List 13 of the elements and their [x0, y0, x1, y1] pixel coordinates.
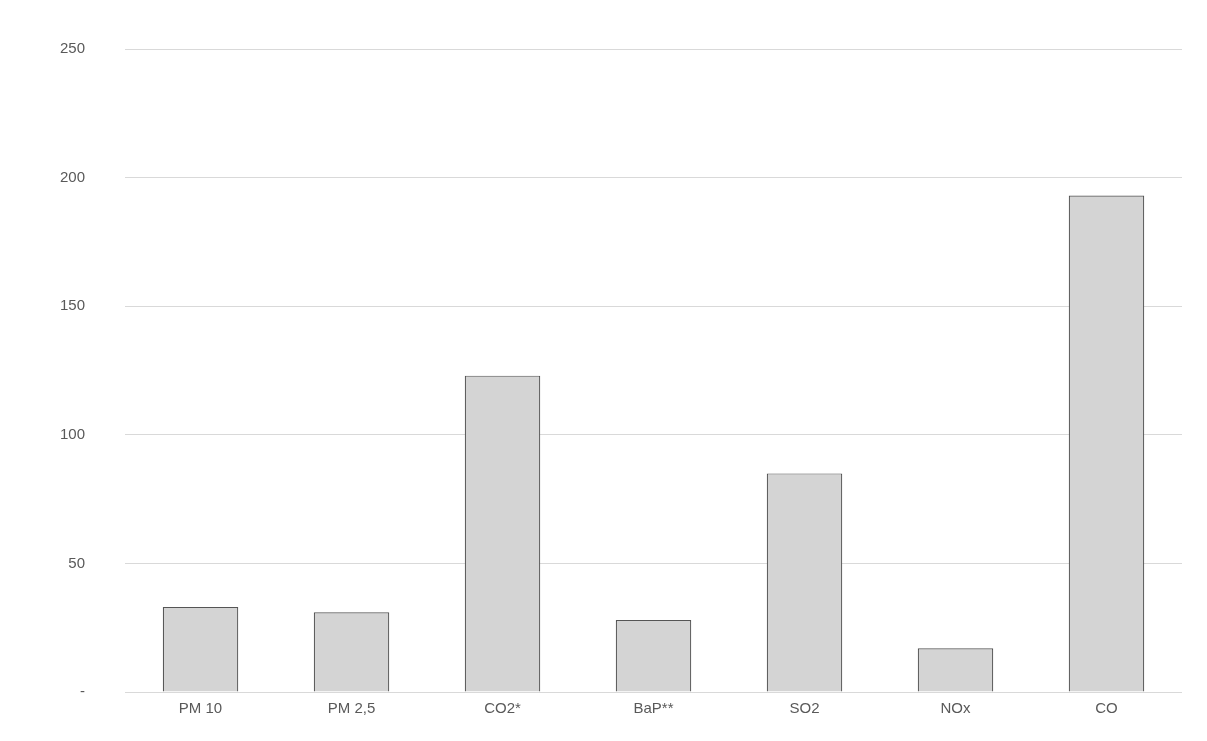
- x-tick-label: BaP**: [633, 699, 674, 717]
- x-tick-label: SO2: [789, 699, 820, 717]
- y-tick-label: 50: [68, 553, 86, 571]
- x-tick-label: PM 2,5: [327, 699, 376, 717]
- x-tick-label: CO2*: [484, 699, 522, 717]
- y-tick-label: -: [80, 682, 86, 700]
- y-tick-label: 250: [60, 39, 86, 57]
- x-tick-label: CO: [1095, 699, 1118, 717]
- x-tick-label: NOx: [940, 699, 972, 717]
- x-tick-label: PM 10: [178, 699, 223, 717]
- y-tick-label: 150: [60, 296, 86, 314]
- y-tick-label: 100: [60, 424, 86, 442]
- y-tick-label: 200: [60, 167, 86, 185]
